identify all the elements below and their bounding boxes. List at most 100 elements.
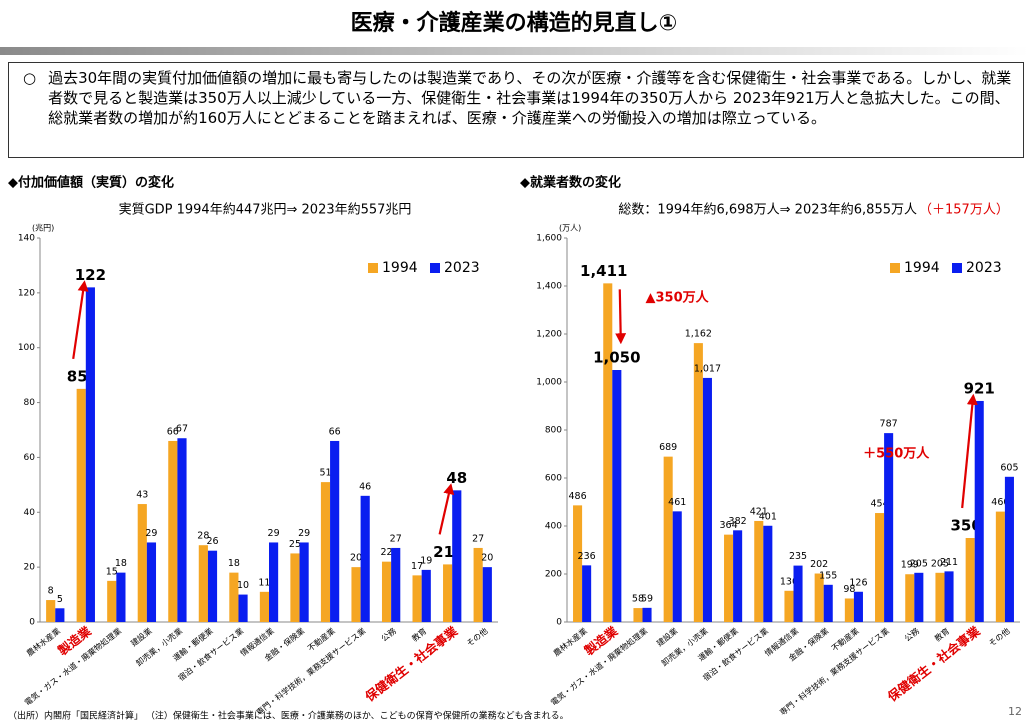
value-label: 29 — [298, 528, 310, 539]
bar — [107, 580, 117, 622]
bar — [582, 565, 592, 622]
value-label: 19 — [420, 555, 432, 566]
y-tick-label: 120 — [18, 288, 35, 298]
y-tick-label: 800 — [545, 426, 562, 436]
bar — [633, 608, 643, 622]
bar — [299, 542, 309, 622]
value-label: 8 — [48, 586, 54, 597]
y-tick-label: 0 — [556, 618, 562, 628]
value-label: 17 — [411, 561, 423, 572]
bar — [381, 561, 392, 622]
value-label: 10 — [237, 580, 249, 591]
y-tick-label: 600 — [545, 474, 562, 484]
value-label: 205 — [910, 558, 928, 569]
value-label: 20 — [350, 553, 362, 564]
value-label: 1,162 — [685, 329, 712, 340]
value-label: 46 — [359, 481, 371, 492]
bar — [46, 600, 56, 622]
bar — [290, 553, 300, 622]
bar — [360, 495, 370, 622]
value-label: 155 — [819, 570, 837, 581]
x-tick-label: 農林水産業 — [24, 626, 62, 659]
value-label: 421 — [750, 506, 768, 517]
value-label: 67 — [176, 424, 188, 435]
bar — [603, 283, 613, 622]
value-label: 5 — [57, 594, 63, 605]
bar — [116, 572, 126, 622]
y-tick-label: 1,200 — [536, 330, 562, 340]
bar — [672, 511, 682, 622]
y-tick-label: 200 — [545, 570, 562, 580]
bar — [473, 547, 483, 622]
bar — [452, 490, 462, 622]
bar — [793, 565, 803, 622]
value-label: 1,050 — [593, 349, 640, 367]
y-tick-label: 1,400 — [536, 282, 562, 292]
x-tick-label: 公務 — [379, 626, 398, 644]
value-label: 27 — [472, 533, 484, 544]
value-label: 27 — [390, 533, 402, 544]
y-tick-label: 20 — [24, 563, 36, 573]
value-label: 130 — [780, 576, 798, 587]
chart-title: ◆付加価値額（実質）の変化 — [8, 175, 174, 191]
bar — [642, 607, 652, 622]
bar — [853, 591, 863, 622]
legend-swatch — [890, 263, 900, 273]
value-label: 350 — [951, 517, 982, 535]
bar — [974, 400, 984, 622]
bar — [914, 572, 924, 622]
y-tick-label: 400 — [545, 522, 562, 532]
value-label: 236 — [578, 551, 596, 562]
value-label: 364 — [719, 520, 737, 531]
value-label: 202 — [810, 559, 828, 570]
bar — [443, 564, 453, 622]
bar — [944, 571, 954, 622]
value-label: 18 — [115, 558, 127, 569]
bar — [693, 343, 703, 622]
bar — [177, 438, 187, 622]
bar — [391, 547, 401, 622]
value-label: 20 — [481, 553, 493, 564]
y-tick-label: 140 — [18, 234, 35, 244]
bullet: ○ — [23, 69, 37, 87]
value-label: 29 — [145, 528, 157, 539]
value-label: 454 — [870, 499, 888, 510]
value-label: 18 — [228, 558, 240, 569]
chart-subtitle: 実質GDP 1994年約447兆円⇒ 2023年約557兆円 — [119, 202, 412, 218]
page-number: 12 — [1008, 705, 1022, 718]
bar — [663, 456, 673, 622]
bar — [612, 370, 622, 622]
bar — [875, 513, 885, 622]
value-label: 122 — [75, 266, 106, 284]
bar — [207, 550, 218, 622]
value-label: 85 — [67, 367, 88, 385]
bar — [763, 525, 773, 622]
legend-swatch — [430, 263, 440, 273]
arrow — [438, 483, 455, 535]
x-tick-label: 教育 — [410, 626, 429, 644]
y-tick-label: 1,600 — [536, 234, 562, 244]
title-rule — [0, 47, 1029, 55]
x-tick-label: その他 — [464, 626, 489, 649]
bar — [320, 482, 331, 622]
y-tick-label: 40 — [24, 508, 36, 518]
bar — [76, 388, 86, 622]
bar — [965, 538, 975, 622]
bar — [702, 377, 712, 622]
bar — [55, 608, 65, 622]
bar — [238, 594, 248, 622]
value-label: 59 — [641, 593, 653, 604]
bar — [330, 440, 340, 622]
y-unit: (万人) — [559, 224, 581, 233]
value-label: 787 — [880, 419, 898, 430]
value-label: 66 — [329, 426, 341, 437]
value-label: 486 — [568, 491, 586, 502]
legend-label: 1994 — [382, 260, 418, 276]
bar — [905, 574, 915, 622]
x-tick-label: 専門・科学技術，業務支援サービス業 — [254, 626, 367, 718]
bar — [995, 511, 1005, 622]
value-label: 21 — [433, 543, 454, 561]
arrow — [961, 393, 978, 509]
bar — [935, 572, 945, 622]
